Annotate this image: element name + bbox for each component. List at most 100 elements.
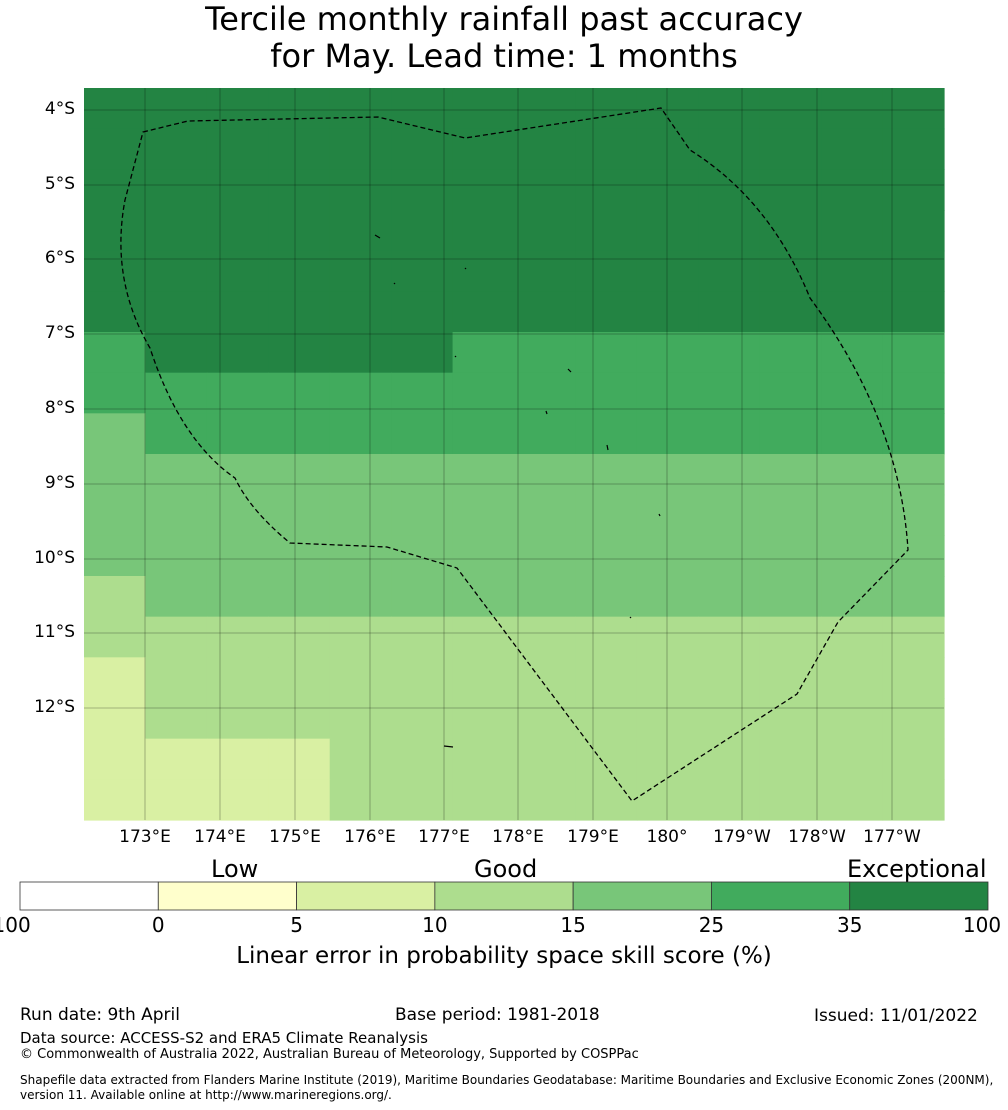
skill-cell	[206, 535, 269, 577]
skill-cell	[268, 128, 331, 170]
skill-cell	[145, 738, 208, 780]
skill-cell	[698, 454, 761, 496]
colorbar-tick-label: 0	[151, 913, 165, 937]
skill-cell	[575, 372, 638, 414]
skill-cell	[84, 88, 147, 130]
skill-cell	[698, 738, 761, 780]
skill-cell	[452, 413, 515, 455]
skill-cell	[882, 250, 945, 292]
skill-cell	[821, 535, 884, 577]
skill-cell	[84, 250, 147, 292]
skill-cell	[514, 698, 577, 740]
skill-cell	[575, 250, 638, 292]
longitude-label: 173°E	[119, 827, 171, 847]
skill-cell	[882, 535, 945, 577]
skill-cell	[84, 332, 147, 374]
skill-cell	[514, 535, 577, 577]
skill-cell	[206, 494, 269, 536]
skill-cell	[329, 372, 392, 414]
skill-cell	[882, 88, 945, 130]
skill-cell	[759, 738, 822, 780]
skill-cell	[514, 454, 577, 496]
skill-cell	[329, 210, 392, 252]
skill-cell	[882, 779, 945, 821]
skill-cell	[206, 250, 269, 292]
skill-cell	[575, 576, 638, 618]
skill-cell	[575, 454, 638, 496]
shapefile-credit-line-2: version 11. Available online at http://w…	[20, 1088, 392, 1102]
skill-cell	[268, 88, 331, 130]
skill-cell	[821, 616, 884, 658]
skill-cell	[268, 454, 331, 496]
latitude-label: 7°S	[44, 323, 75, 343]
skill-cell	[268, 657, 331, 699]
skill-cell	[268, 738, 331, 780]
skill-cell	[759, 535, 822, 577]
skill-cell	[206, 291, 269, 333]
skill-cell	[821, 88, 884, 130]
longitude-label: 178°E	[492, 827, 544, 847]
skill-cell	[759, 332, 822, 374]
skill-cell	[821, 291, 884, 333]
skill-cell	[206, 698, 269, 740]
skill-cell	[206, 88, 269, 130]
skill-cell	[821, 454, 884, 496]
skill-cell	[575, 210, 638, 252]
skill-cell	[206, 576, 269, 618]
longitude-label: 176°E	[344, 827, 396, 847]
skill-cell	[636, 494, 699, 536]
colorbar-tick-label: 25	[698, 913, 725, 937]
skill-cell	[452, 779, 515, 821]
skill-cell	[821, 576, 884, 618]
skill-cell	[821, 372, 884, 414]
skill-cell	[698, 698, 761, 740]
skill-cell	[698, 291, 761, 333]
skill-cell	[206, 413, 269, 455]
latitude-label: 10°S	[34, 548, 75, 568]
skill-cell	[84, 698, 147, 740]
skill-cell	[391, 454, 454, 496]
skill-cell	[268, 494, 331, 536]
colorbar-segment	[849, 881, 989, 911]
skill-cell	[84, 576, 147, 618]
colorbar-segment	[434, 881, 574, 911]
skill-cell	[636, 616, 699, 658]
skill-cell	[514, 250, 577, 292]
skill-cell	[145, 332, 208, 374]
skill-cell	[84, 128, 147, 170]
skill-cell	[698, 332, 761, 374]
skill-cell	[575, 535, 638, 577]
skill-cell	[145, 210, 208, 252]
skill-cell	[636, 738, 699, 780]
skill-cell	[329, 291, 392, 333]
skill-cell	[636, 779, 699, 821]
skill-cell	[329, 576, 392, 618]
skill-cell	[84, 169, 147, 211]
skill-cell	[698, 535, 761, 577]
skill-cell	[145, 535, 208, 577]
skill-cell	[145, 372, 208, 414]
longitude-label: 179°W	[713, 827, 771, 847]
skill-cell	[268, 291, 331, 333]
skill-cell	[514, 332, 577, 374]
skill-cell	[636, 535, 699, 577]
colorbar-tick-label: 10	[422, 913, 448, 937]
colorbar-segment	[157, 881, 297, 911]
skill-cell	[452, 576, 515, 618]
skill-cell	[84, 616, 147, 658]
skill-cell	[329, 616, 392, 658]
longitude-label: 178°W	[788, 827, 846, 847]
skill-cell	[84, 738, 147, 780]
skill-cell	[84, 779, 147, 821]
skill-cell	[636, 698, 699, 740]
skill-cell	[821, 494, 884, 536]
eez-boundary	[120, 107, 909, 802]
skill-cell	[882, 372, 945, 414]
skill-cell	[145, 169, 208, 211]
skill-cell	[821, 169, 884, 211]
skill-cell	[391, 535, 454, 577]
skill-cell	[575, 616, 638, 658]
skill-cell	[636, 250, 699, 292]
skill-cell	[145, 698, 208, 740]
skill-cell	[882, 494, 945, 536]
